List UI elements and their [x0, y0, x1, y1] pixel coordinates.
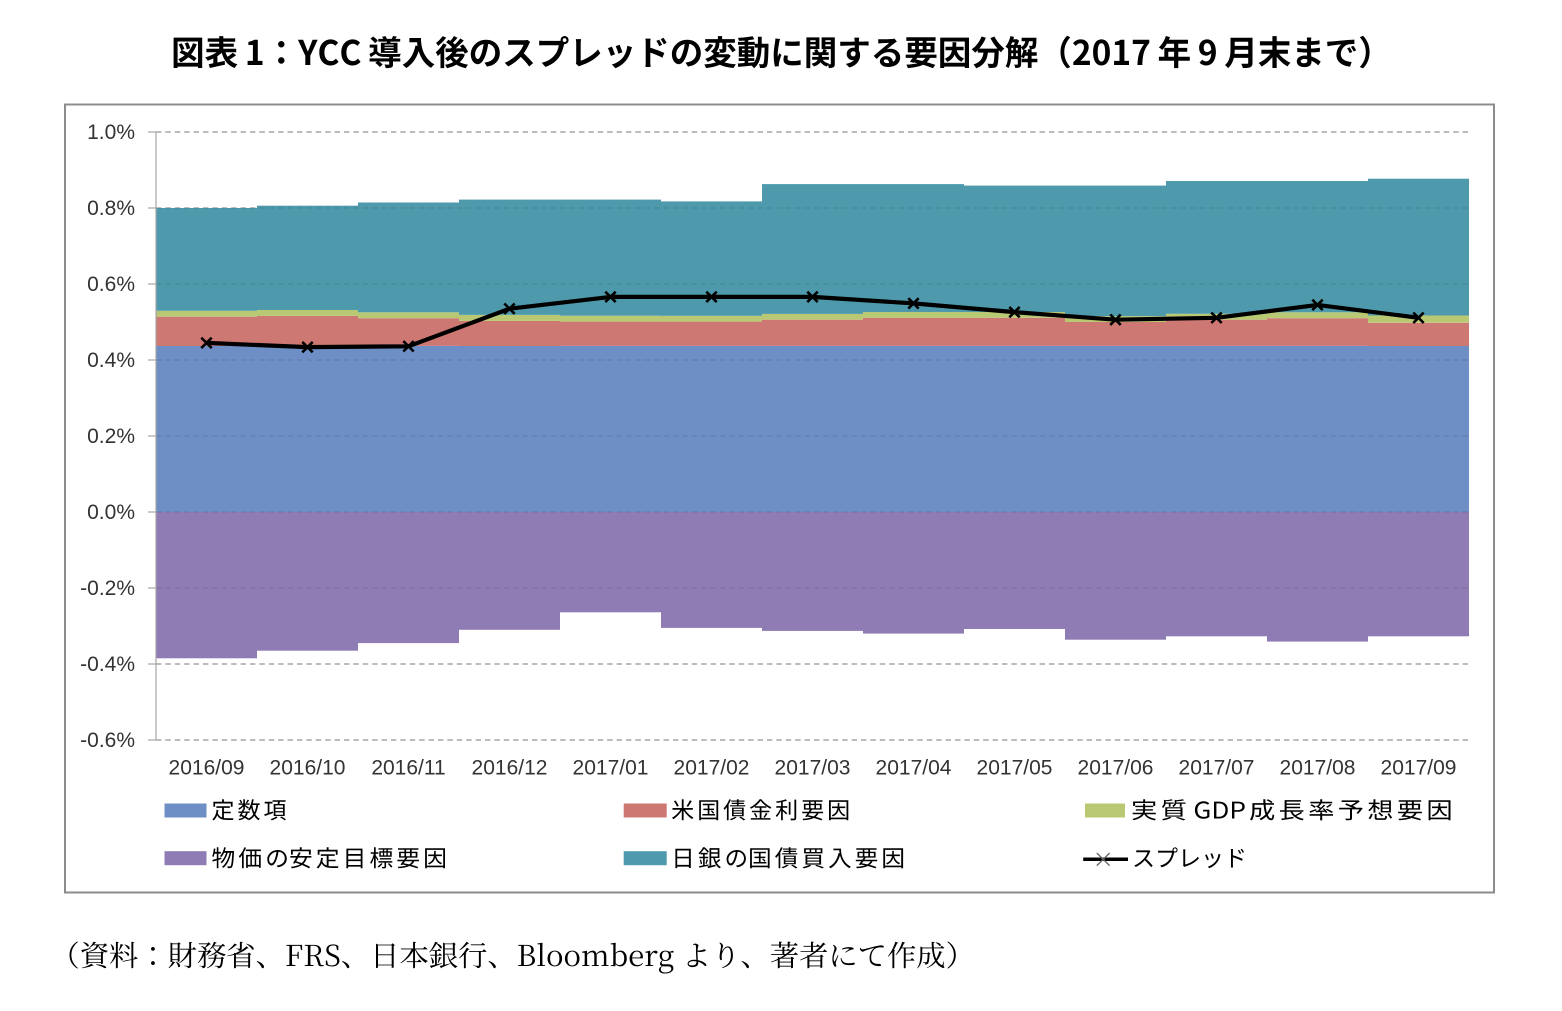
svg-text:2017/08: 2017/08 [1280, 757, 1356, 780]
svg-text:2016/12: 2016/12 [472, 757, 548, 780]
svg-text:0.0%: 0.0% [87, 501, 135, 524]
svg-text:2017/06: 2017/06 [1078, 757, 1154, 780]
svg-text:0.2%: 0.2% [87, 425, 135, 448]
svg-text:2017/05: 2017/05 [977, 757, 1053, 780]
svg-text:2017/03: 2017/03 [775, 757, 851, 780]
svg-text:2016/11: 2016/11 [371, 757, 445, 780]
svg-text:2017/04: 2017/04 [876, 757, 952, 780]
svg-text:-0.2%: -0.2% [80, 577, 135, 600]
svg-text:2017/01: 2017/01 [573, 757, 649, 780]
svg-text:0.6%: 0.6% [87, 273, 135, 296]
svg-text:2017/07: 2017/07 [1179, 757, 1255, 780]
svg-text:0.4%: 0.4% [87, 349, 135, 372]
svg-text:2016/09: 2016/09 [169, 757, 245, 780]
svg-text:2016/10: 2016/10 [270, 757, 346, 780]
svg-text:-0.4%: -0.4% [80, 653, 135, 676]
svg-text:1.0%: 1.0% [87, 121, 135, 144]
svg-text:2017/09: 2017/09 [1381, 757, 1457, 780]
svg-text:-0.6%: -0.6% [80, 729, 135, 752]
svg-text:0.8%: 0.8% [87, 197, 135, 220]
svg-text:2017/02: 2017/02 [674, 757, 750, 780]
